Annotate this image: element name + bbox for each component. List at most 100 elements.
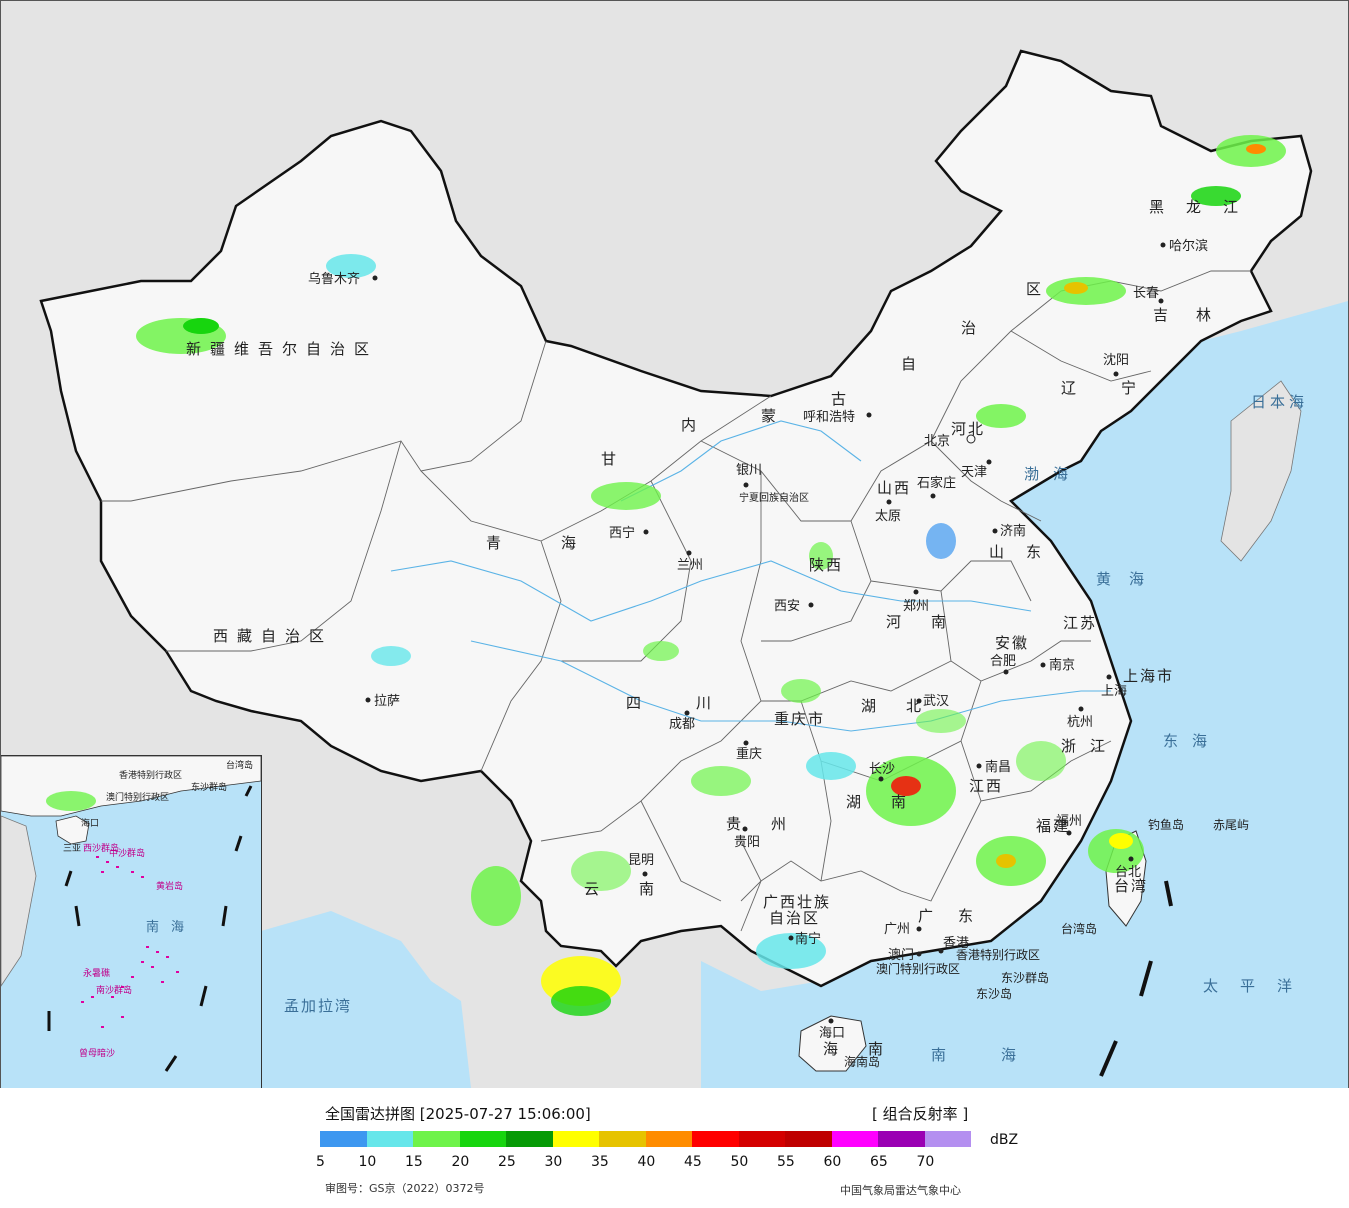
city-dot-zhengzhou <box>913 589 919 595</box>
maritime-boundary <box>1099 880 1173 1077</box>
tick-label: 65 <box>870 1154 888 1170</box>
label-taiyuan: 太原 <box>875 509 901 524</box>
city-dot-hefei <box>1003 669 1009 675</box>
label-neimenggu-2: 蒙 <box>761 407 785 425</box>
city-dot-wuhan <box>916 698 922 704</box>
city-dot-changchun <box>1158 298 1164 304</box>
label-guangxi-2: 自治区 <box>769 909 820 927</box>
inset-label-haikou: 海口 <box>81 817 99 829</box>
map-canvas: 新疆维吾尔自治区 西藏自治区 青海 甘 四川 云南 贵州 广西壮族 自治区 广东… <box>39 49 1348 1088</box>
tick-label: 35 <box>591 1154 609 1170</box>
label-gansu: 甘 <box>601 450 625 468</box>
label-shanxi: 山西 <box>877 479 911 497</box>
city-dot-chengdu <box>684 710 690 716</box>
color-scale-bar <box>320 1131 971 1147</box>
label-neimenggu-5: 治 <box>961 319 985 337</box>
label-donghai: 东海 <box>1163 732 1221 750</box>
city-dot-nanning <box>788 935 794 941</box>
label-urumqi: 乌鲁木齐 <box>308 271 360 287</box>
hainan-island <box>798 1015 867 1072</box>
city-dot-haikou <box>828 1018 834 1024</box>
color-swatch-9 <box>738 1131 785 1147</box>
color-swatch-8 <box>692 1131 739 1147</box>
label-neimenggu-3: 古 <box>831 390 855 408</box>
label-hunan: 湖南 <box>846 793 936 811</box>
label-taibei: 台北 <box>1115 865 1141 880</box>
label-hongkong-sar: 香港特别行政区 <box>956 947 1040 962</box>
label-taiwandao: 台湾岛 <box>1061 921 1097 936</box>
color-swatch-6 <box>599 1131 646 1147</box>
label-ningxia: 宁夏回族自治区 <box>739 491 809 504</box>
city-dot-yinchuan <box>743 482 749 488</box>
city-dot-fuzhou <box>1066 830 1072 836</box>
label-neimenggu-6: 区 <box>1026 280 1050 298</box>
scale-ticks: 5 10 15 20 25 30 35 40 45 50 55 60 65 70 <box>0 1154 1349 1172</box>
color-swatch-5 <box>552 1131 599 1147</box>
city-dot-lhasa <box>365 697 371 703</box>
label-macau-sar: 澳门特别行政区 <box>876 961 960 976</box>
tick-label: 45 <box>684 1154 702 1170</box>
label-xian: 西安 <box>774 599 800 614</box>
label-heilongjiang: 黑龙江 <box>1149 198 1260 216</box>
label-chongqing-city: 重庆 <box>736 746 762 762</box>
color-swatch-10 <box>785 1131 832 1147</box>
city-dot-xining <box>643 529 649 535</box>
inset-nine-dash <box>47 785 253 1072</box>
label-xining: 西宁 <box>609 525 635 541</box>
label-guangxi: 广西壮族 <box>763 893 831 911</box>
label-changchun: 长春 <box>1133 286 1159 301</box>
inset-label-yongshu: 永暑礁 <box>83 967 110 979</box>
label-anhui: 安徽 <box>995 634 1029 652</box>
label-zhejiang: 浙江 <box>1061 737 1119 755</box>
city-dot-nanjing <box>1040 662 1046 668</box>
city-dot-taibei <box>1128 856 1134 862</box>
city-dot-hangzhou <box>1078 706 1084 712</box>
city-dot-urumqi <box>372 275 378 281</box>
label-shenyang: 沈阳 <box>1103 353 1129 368</box>
inset-label-huangyan: 黄岩岛 <box>156 880 183 892</box>
label-qinghai: 青海 <box>486 534 636 552</box>
city-dot-chongqing <box>743 740 749 746</box>
inset-label-taiwan: 台湾岛 <box>226 759 253 771</box>
inset-label-dongsha: 东沙群岛 <box>191 781 227 793</box>
tick-label: 30 <box>544 1154 563 1170</box>
neighbor-coast <box>1220 380 1302 562</box>
label-neimenggu-4: 自 <box>901 355 925 373</box>
inset-echo <box>46 791 96 811</box>
inset-label-zhongsha: 中沙群岛 <box>109 847 145 859</box>
city-dot-tianjin <box>986 459 992 465</box>
radar-echoes <box>136 135 1286 1016</box>
label-haerbin: 哈尔滨 <box>1169 238 1208 254</box>
label-fujian: 福建 <box>1036 817 1070 835</box>
label-hangzhou: 杭州 <box>1067 715 1093 730</box>
rivers <box>390 420 1111 732</box>
city-dot-guiyang <box>742 826 748 832</box>
inset-label-xisha: 西沙群岛 <box>83 842 119 854</box>
city-dot-nanchang <box>976 763 982 769</box>
tick-label: 5 <box>316 1154 325 1170</box>
label-tianjin: 天津 <box>961 465 987 480</box>
label-nanchang: 南昌 <box>985 759 1011 775</box>
label-xinjiang: 新疆维吾尔自治区 <box>186 340 378 358</box>
label-hainandao: 海南岛 <box>844 1054 880 1069</box>
label-jilin: 吉林 <box>1153 306 1239 324</box>
label-fuzhou: 福州 <box>1056 814 1082 829</box>
city-dot-kunming <box>642 871 648 877</box>
label-bohai: 渤海 <box>1024 465 1082 483</box>
product-type: [ 组合反射率 ] <box>872 1105 969 1123</box>
color-swatch-1 <box>366 1131 413 1147</box>
label-shandong: 山东 <box>989 543 1063 561</box>
tick-label: 70 <box>916 1154 935 1170</box>
tick-label: 20 <box>451 1154 470 1170</box>
color-swatch-2 <box>413 1131 460 1147</box>
inset-label-zengmu: 曾母暗沙 <box>79 1047 115 1059</box>
inset-label-nansha: 南沙群岛 <box>96 984 132 996</box>
inset-label-sanya: 三亚 <box>63 843 81 854</box>
label-taipingyang: 太平洋 <box>1203 977 1314 995</box>
inset-hainan <box>55 815 90 845</box>
city-dot-lanzhou <box>686 550 692 556</box>
label-ribenhai: 日本海 <box>1251 393 1308 411</box>
inset-label-hk: 香港特别行政区 <box>119 769 182 781</box>
label-hebei: 河北 <box>951 420 985 438</box>
label-shijiazhuang: 石家庄 <box>917 475 956 491</box>
